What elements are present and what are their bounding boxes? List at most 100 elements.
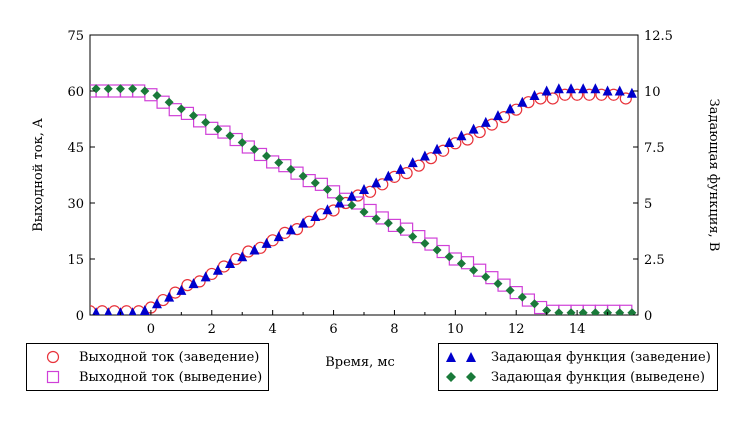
circle-marker-icon — [31, 349, 75, 365]
triangle-point — [566, 83, 577, 94]
diamond-point — [481, 272, 491, 282]
triangle-point — [541, 85, 552, 96]
triangle-point — [553, 83, 564, 94]
diamond-point — [335, 194, 345, 204]
triangle-point — [249, 244, 260, 255]
triangle-point — [432, 143, 443, 154]
triangle-point — [456, 130, 467, 141]
triangle-point — [285, 224, 296, 235]
y-tick-label-left: 45 — [67, 141, 84, 156]
diamond-point — [408, 232, 418, 242]
triangle-point — [322, 204, 333, 215]
triangle-point — [407, 157, 418, 168]
triangle-point — [371, 177, 382, 188]
y-tick-label-left: 30 — [67, 197, 84, 212]
diamond-point — [152, 90, 162, 100]
diamond-point — [542, 306, 552, 315]
diamond-point — [590, 308, 600, 315]
diamond-point — [554, 308, 564, 315]
y-tick-label-left: 0 — [76, 309, 84, 324]
x-tick-label: 4 — [269, 322, 277, 337]
triangle-marker-icon — [443, 349, 487, 365]
triangle-point — [346, 190, 357, 201]
triangle-point — [176, 284, 187, 295]
diamond-point — [627, 308, 637, 315]
markers-clip — [90, 83, 637, 315]
diamond-point — [237, 138, 247, 148]
triangle-point — [359, 184, 369, 195]
y-tick-label-right: 10 — [644, 85, 661, 100]
triangle-point — [310, 210, 321, 221]
series-2 — [92, 83, 637, 315]
triangle-point — [139, 305, 150, 315]
diamond-point — [578, 308, 588, 315]
x-tick-label: 8 — [390, 322, 398, 337]
circle-point — [619, 92, 632, 105]
diamond-point — [420, 238, 430, 248]
diamond-point — [262, 151, 272, 161]
diamond-point — [298, 171, 308, 181]
triangle-point — [492, 110, 503, 121]
triangle-point — [383, 170, 394, 181]
diamond-point — [213, 124, 223, 134]
x-axis-label: Время, мс — [325, 355, 395, 370]
triangle-point — [444, 137, 455, 148]
diamond-marker-icon — [443, 369, 487, 385]
circle-point — [546, 92, 559, 105]
diamond-point — [603, 308, 613, 315]
triangle-point — [517, 96, 528, 107]
x-tick-label: 14 — [569, 322, 586, 337]
triangle-point — [151, 298, 162, 309]
x-tick-label: 2 — [208, 322, 216, 337]
triangle-point — [505, 103, 516, 114]
triangle-point — [188, 278, 199, 289]
diamond-point — [140, 86, 150, 96]
series-3 — [91, 84, 637, 315]
diamond-point — [189, 111, 199, 121]
legend-item-current-out: Выходной ток (выведение) — [31, 367, 262, 387]
diamond-point — [396, 225, 406, 235]
diamond-point — [310, 178, 320, 188]
diamond-point — [505, 285, 515, 295]
triangle-point — [116, 307, 125, 315]
diamond-point — [249, 144, 259, 154]
diamond-point — [322, 185, 332, 195]
diamond-point — [517, 292, 527, 302]
diamond-point — [432, 245, 442, 255]
legend-item-setpoint-out: Задающая функция (выведене) — [443, 367, 711, 387]
triangle-point — [529, 89, 540, 100]
diamond-point — [529, 299, 539, 309]
legend-label: Выходной ток (выведение) — [79, 369, 263, 385]
diamond-point — [566, 308, 576, 315]
diamond-point — [359, 207, 369, 217]
x-tick-label: 10 — [447, 322, 464, 337]
diamond-point — [274, 158, 284, 168]
series-0 — [90, 88, 632, 315]
triangle-point — [261, 237, 272, 248]
x-tick-label: 0 — [147, 322, 155, 337]
triangle-point — [225, 257, 236, 268]
legend-left: Выходной ток (заведение) Выходной ток (в… — [26, 343, 270, 391]
triangle-point — [200, 271, 211, 282]
triangle-point — [395, 163, 406, 174]
diamond-point — [128, 84, 138, 94]
y-tick-label-left: 60 — [67, 85, 84, 100]
plot-area — [89, 34, 639, 316]
diamond-point — [286, 164, 296, 174]
diamond-point — [371, 214, 381, 224]
diamond-point — [469, 265, 479, 275]
triangle-point — [164, 291, 175, 302]
diamond-point — [164, 97, 174, 107]
triangle-point — [212, 264, 223, 275]
diamond-point — [456, 258, 466, 268]
circle-point — [558, 88, 572, 101]
legend-label: Выходной ток (заведение) — [79, 349, 260, 365]
plot-frame — [89, 34, 639, 316]
legend-label: Задающая функция (выведене) — [491, 369, 705, 385]
diamond-point — [225, 131, 235, 141]
y-tick-label-right: 5 — [644, 197, 652, 212]
data-markers — [90, 83, 637, 315]
triangle-point — [578, 83, 589, 94]
diamond-point — [615, 308, 625, 315]
circle-point — [571, 88, 584, 101]
